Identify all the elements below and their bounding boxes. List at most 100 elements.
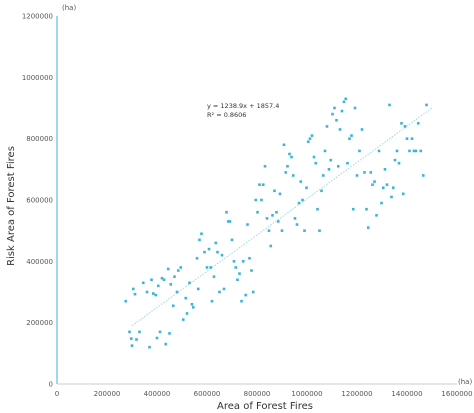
- y-tick-label: 1200000: [22, 13, 53, 21]
- y-axis-unit: (ha): [62, 4, 76, 12]
- data-point: [176, 269, 180, 272]
- data-point: [419, 149, 423, 153]
- data-point: [205, 266, 209, 269]
- data-point: [195, 256, 199, 260]
- data-point: [388, 103, 391, 107]
- x-tick-label: 1200000: [341, 390, 372, 398]
- data-point: [173, 275, 176, 278]
- x-tick-label: 1600000: [441, 390, 472, 398]
- data-point: [416, 122, 420, 125]
- data-point: [240, 299, 243, 303]
- data-point: [267, 229, 271, 232]
- data-point: [212, 275, 216, 278]
- x-tick-label: 800000: [244, 390, 271, 398]
- data-point: [284, 171, 288, 174]
- data-point: [273, 189, 276, 193]
- data-point: [403, 125, 407, 128]
- data-point: [254, 198, 258, 202]
- data-point: [331, 112, 334, 116]
- data-point: [329, 158, 333, 162]
- data-point: [383, 168, 387, 171]
- data-point: [203, 250, 206, 254]
- x-tick-label: 400000: [144, 390, 171, 398]
- data-point: [393, 158, 397, 162]
- data-point: [258, 183, 261, 186]
- x-tick-label: 600000: [194, 390, 221, 398]
- data-point: [198, 238, 201, 242]
- data-point: [271, 214, 274, 217]
- data-point: [338, 128, 342, 131]
- data-point: [158, 330, 162, 334]
- data-point: [166, 267, 170, 271]
- data-point: [263, 164, 267, 168]
- data-point: [164, 342, 168, 346]
- data-point: [373, 180, 376, 183]
- data-point: [375, 214, 378, 217]
- data-point: [336, 164, 340, 168]
- data-point: [232, 260, 236, 263]
- data-point: [385, 183, 389, 186]
- x-tick-label: 1000000: [291, 390, 322, 398]
- data-point: [188, 281, 191, 285]
- data-point: [234, 266, 238, 269]
- y-tick-label: 400000: [26, 258, 53, 266]
- data-point: [148, 345, 151, 349]
- data-point: [308, 137, 312, 140]
- data-point: [303, 229, 306, 232]
- data-point: [145, 290, 149, 294]
- data-point: [333, 106, 336, 110]
- data-point: [160, 276, 164, 280]
- data-point: [371, 183, 374, 186]
- data-point: [305, 186, 308, 190]
- data-point: [256, 210, 259, 214]
- data-point: [408, 149, 411, 153]
- data-point: [360, 128, 364, 131]
- data-point: [377, 149, 381, 153]
- data-point: [151, 292, 155, 295]
- data-point: [246, 223, 249, 226]
- data-point: [299, 180, 303, 183]
- data-point: [124, 299, 128, 303]
- data-point: [196, 287, 200, 291]
- data-point: [353, 106, 357, 110]
- y-tick-label: 600000: [26, 197, 53, 205]
- data-point: [169, 283, 173, 286]
- data-point: [155, 336, 159, 340]
- trendline-equation: y = 1238.9x + 1857.4: [207, 102, 279, 110]
- data-point: [314, 161, 318, 165]
- data-point: [410, 137, 414, 140]
- data-point: [414, 149, 418, 153]
- data-point: [291, 174, 295, 177]
- data-point: [216, 250, 219, 254]
- data-point: [150, 278, 153, 282]
- data-point: [301, 198, 304, 202]
- data-point: [348, 137, 351, 140]
- data-point: [321, 174, 325, 177]
- data-point: [184, 296, 188, 300]
- data-point: [310, 134, 314, 137]
- data-point: [179, 266, 183, 269]
- data-point: [210, 299, 214, 303]
- data-point: [320, 189, 323, 193]
- data-point: [175, 290, 179, 294]
- trendline-r-squared: R² = 0.8606: [207, 111, 246, 119]
- data-point: [250, 269, 253, 272]
- data-point: [260, 198, 263, 202]
- data-point: [222, 287, 226, 291]
- data-point: [278, 192, 282, 196]
- data-point: [238, 272, 241, 275]
- data-point: [220, 253, 224, 257]
- data-point: [141, 281, 145, 285]
- data-point: [128, 330, 131, 334]
- data-point: [412, 149, 416, 153]
- data-point: [218, 290, 221, 294]
- data-point: [261, 183, 265, 186]
- data-point: [282, 143, 286, 147]
- data-point: [288, 152, 291, 156]
- data-point: [318, 229, 321, 232]
- data-point: [400, 122, 403, 125]
- data-point: [325, 125, 329, 128]
- data-point: [230, 238, 234, 242]
- x-axis-unit: (ha): [458, 378, 472, 386]
